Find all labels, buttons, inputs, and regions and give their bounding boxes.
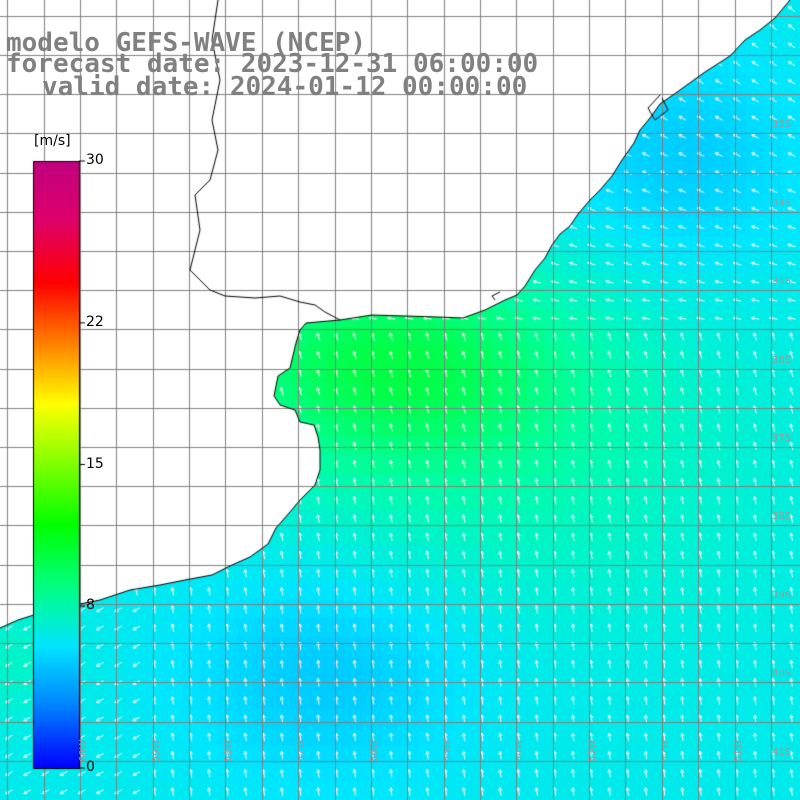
longitude-label: 55W xyxy=(441,739,453,762)
colorbar-unit-label: [m/s] xyxy=(34,133,71,149)
latitude-label: 40S xyxy=(772,668,792,680)
longitude-label: 58W xyxy=(223,739,235,762)
colorbar-tick-label: 30 xyxy=(86,152,104,168)
longitude-label: 59W xyxy=(150,739,162,762)
latitude-label: 37S xyxy=(772,433,792,445)
longitude-label: 57W xyxy=(296,739,308,762)
colorbar-tick-label: 0 xyxy=(86,759,95,775)
latitude-label: 33S xyxy=(772,119,792,131)
longitude-label: 54W xyxy=(514,739,526,762)
latitude-label: 34S xyxy=(772,197,792,209)
latitude-label: 38S xyxy=(772,511,792,523)
longitude-label: 60W xyxy=(78,739,89,762)
latitude-label: 41S xyxy=(772,746,792,758)
latitude-label: 35S xyxy=(772,276,792,288)
map-title-valid-date: valid date: 2024-01-12 00:00:00 xyxy=(42,72,528,102)
colorbar-tick-label: 15 xyxy=(86,455,104,472)
colorbar-tick-label: 8 xyxy=(86,597,95,614)
colorbar-tick-label: 22 xyxy=(86,313,104,330)
longitude-label: 51W xyxy=(732,739,744,762)
longitude-label: 52W xyxy=(659,739,671,762)
longitude-label: 56W xyxy=(368,739,380,762)
map-title-model: modelo GEFS-WAVE (NCEP) xyxy=(6,28,367,58)
longitude-label: 53W xyxy=(587,739,599,762)
map-title-forecast-date: forecast date: 2023-12-31 06:00:00 xyxy=(6,49,539,79)
latitude-label: 39S xyxy=(772,589,792,601)
latitude-label: 36S xyxy=(772,354,792,366)
